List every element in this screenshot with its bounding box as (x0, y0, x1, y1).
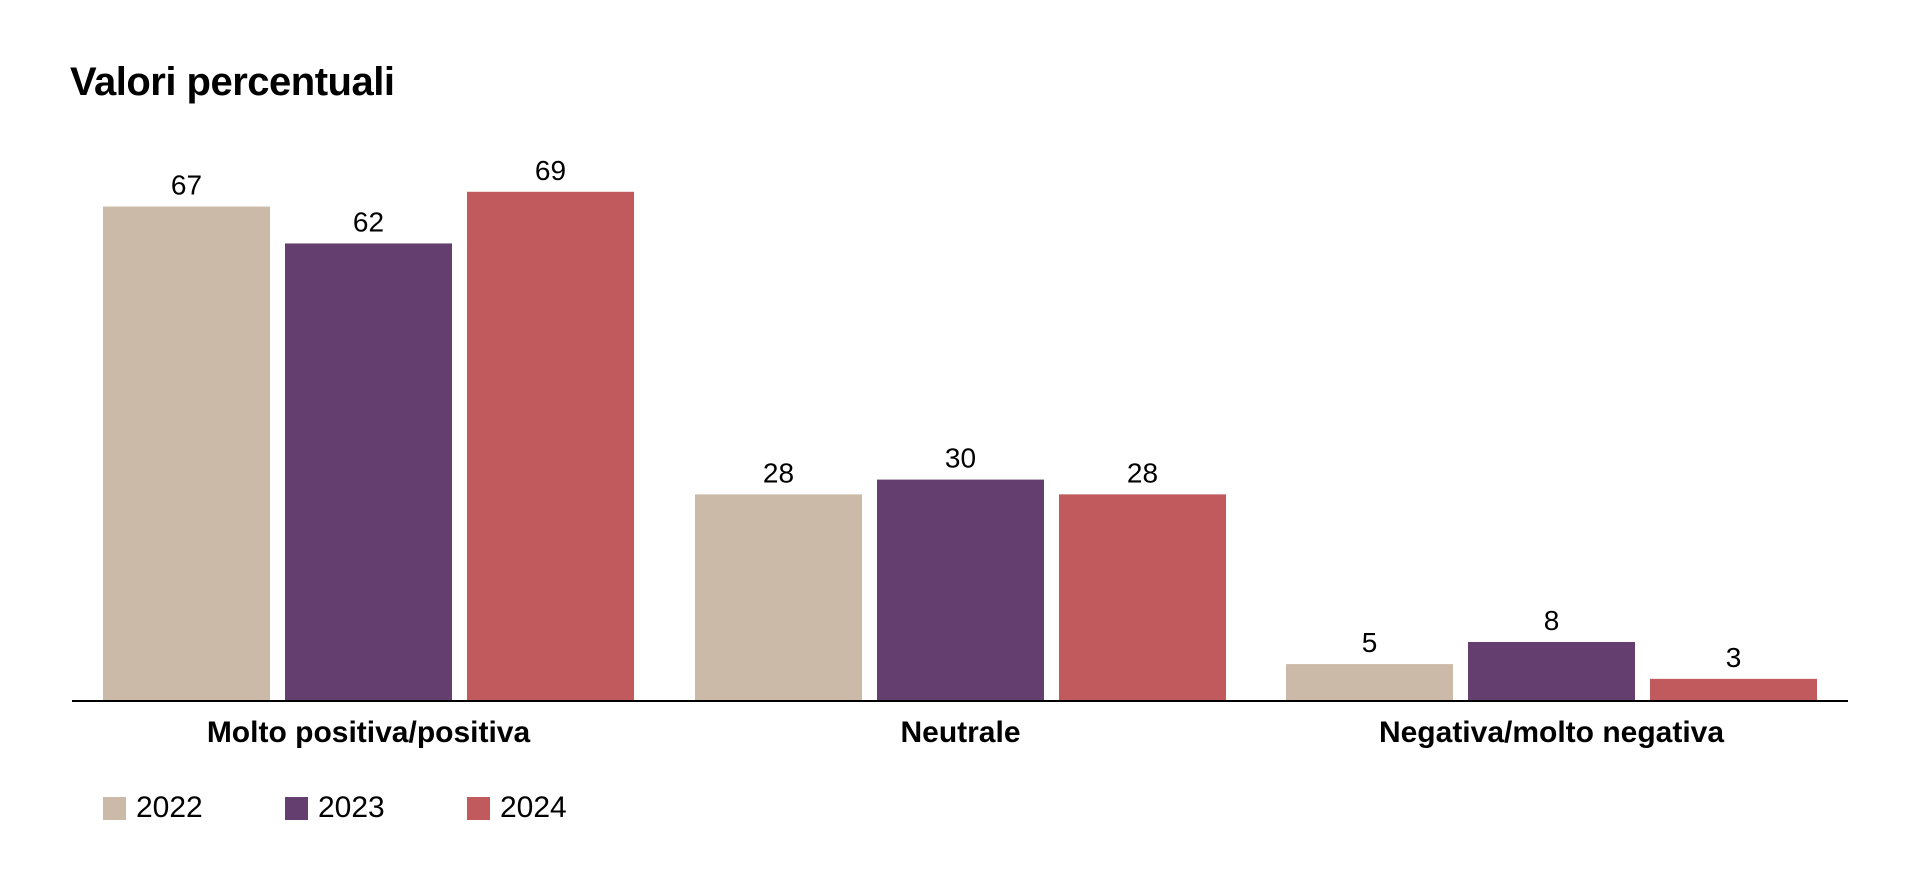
legend-label: 2023 (318, 791, 385, 824)
bar-2022-1 (103, 206, 270, 702)
value-label: 3 (1726, 642, 1742, 673)
legend-label: 2022 (136, 791, 203, 824)
category-label: Negativa/molto negativa (1379, 716, 1724, 749)
legend-swatch (285, 796, 308, 820)
legend-swatch (103, 796, 126, 820)
value-label: 28 (1127, 457, 1158, 488)
legend-item-2023: 2023 (285, 791, 467, 825)
value-label: 69 (535, 155, 566, 186)
category-label: Molto positiva/positiva (207, 716, 531, 749)
value-label: 67 (171, 170, 202, 201)
legend-item-2024: 2024 (467, 791, 649, 825)
bar-2023-3 (1468, 641, 1635, 701)
legend-label: 2024 (500, 791, 567, 824)
chart-title: Valori percentuali (70, 60, 395, 104)
value-label: 28 (763, 457, 794, 488)
bar-2024-2 (1059, 494, 1226, 701)
value-label: 8 (1544, 605, 1560, 636)
bar-2023-2 (877, 479, 1044, 701)
category-label: Neutrale (900, 716, 1020, 749)
legend: 2022 2023 2024 (103, 791, 649, 825)
value-label: 5 (1362, 627, 1378, 658)
bar-2024-1 (467, 191, 634, 701)
legend-swatch (467, 796, 490, 820)
bar-2023-1 (285, 243, 452, 701)
legend-item-2022: 2022 (103, 791, 285, 825)
bar-chart: 67 62 69 28 30 28 5 8 3 Molto positiva/positiva N… (72, 155, 1848, 749)
bar-2024-3 (1650, 678, 1817, 701)
bar-2022-2 (695, 494, 862, 701)
value-label: 62 (353, 206, 384, 237)
bar-2022-3 (1286, 664, 1453, 701)
value-label: 30 (945, 443, 976, 474)
